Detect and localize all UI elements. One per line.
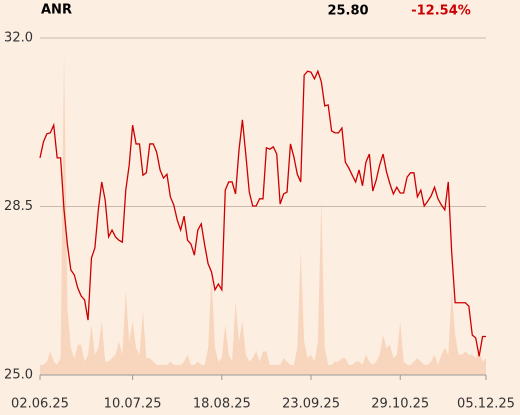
x-tick-label: 10.07.25 (104, 397, 162, 412)
x-tick-label: 23.09.25 (282, 397, 340, 412)
y-tick-label: 28.5 (4, 199, 33, 214)
x-tick-label: 18.08.25 (193, 397, 251, 412)
x-tick-label: 05.12.25 (457, 397, 515, 412)
chart-title: ANR (41, 3, 72, 18)
x-tick-label: 29.10.25 (371, 397, 429, 412)
y-tick-label: 32.0 (4, 31, 33, 46)
last-price: 25.80 (327, 4, 368, 19)
y-tick-label: 25.0 (4, 368, 33, 383)
price-change: -12.54% (411, 4, 471, 19)
price-line (39, 69, 486, 357)
x-tick-label: 02.06.25 (11, 397, 69, 412)
